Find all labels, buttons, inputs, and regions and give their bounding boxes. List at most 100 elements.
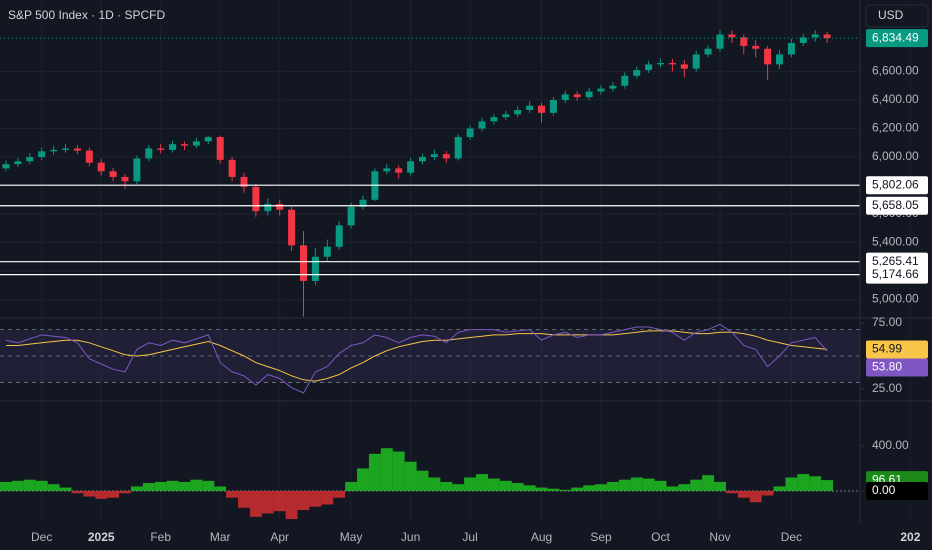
y-tick-label: 0.00	[872, 483, 896, 497]
histogram-bar	[154, 481, 167, 491]
level-label-box	[866, 176, 928, 195]
candle-body	[216, 137, 224, 160]
x-tick-label: Oct	[651, 530, 670, 544]
candle-body	[645, 64, 653, 71]
level-label: 5,265.41	[872, 254, 919, 268]
histogram-bar	[737, 490, 750, 498]
x-tick-label: Mar	[210, 530, 231, 544]
candle-body	[823, 34, 831, 39]
x-tick-label: Dec	[781, 530, 802, 544]
histogram-bar	[95, 490, 108, 499]
histogram-bar	[392, 451, 405, 491]
histogram-bar	[238, 490, 250, 508]
candle-body	[288, 209, 296, 246]
level-label-box	[866, 196, 928, 215]
histogram-bar	[654, 480, 667, 491]
candle-body	[2, 164, 10, 169]
candle-body	[264, 204, 272, 212]
histogram-bar	[130, 486, 143, 491]
candle-body	[490, 117, 498, 122]
y-tick-label: 6,200.00	[872, 121, 919, 135]
histogram-bar	[511, 483, 524, 491]
histogram-bar	[321, 490, 334, 505]
histogram-bar	[464, 477, 477, 491]
histogram-bar	[773, 486, 786, 491]
candle-body	[121, 176, 129, 182]
candle-body	[97, 162, 105, 172]
candle-body	[85, 150, 93, 163]
y-tick-label: 5,400.00	[872, 235, 919, 249]
candle-body	[454, 137, 462, 159]
histogram-bar	[725, 490, 738, 494]
level-label: 5,658.05	[872, 198, 919, 212]
histogram-bar	[261, 490, 274, 514]
candle-body	[502, 114, 510, 118]
last-price-label-box	[866, 29, 928, 48]
candle-body	[26, 157, 34, 162]
currency-box[interactable]	[865, 4, 929, 28]
candle-body	[442, 154, 450, 159]
candle-body	[538, 105, 545, 113]
histogram-bar	[249, 490, 262, 517]
y-tick-label: 6,000.00	[872, 149, 919, 163]
rsi-line	[6, 330, 828, 382]
candle-body	[62, 148, 69, 150]
candle-body	[109, 171, 117, 177]
histogram-bar	[309, 490, 322, 507]
candle-body	[573, 94, 581, 98]
candle-body	[668, 62, 676, 65]
candle-body	[300, 245, 307, 281]
histogram-bar	[285, 490, 298, 520]
histogram-bar	[345, 481, 358, 491]
histogram-bar	[666, 486, 679, 491]
histogram-bar	[606, 481, 619, 491]
histogram-bar	[202, 480, 215, 491]
candle-body	[680, 64, 688, 69]
candle-body	[323, 246, 331, 257]
candle-body	[704, 48, 712, 55]
y-tick-label: 75.00	[872, 315, 902, 329]
rsi-band	[0, 329, 860, 383]
candle-body	[50, 149, 58, 152]
histogram-bar	[821, 480, 834, 491]
y-tick-label: 6,600.00	[872, 64, 919, 78]
histogram-bar	[166, 480, 179, 491]
histogram-bar	[428, 477, 441, 491]
candle-body	[621, 75, 629, 86]
candle-body	[561, 94, 569, 101]
candle-body	[407, 161, 415, 173]
candle-body	[359, 199, 367, 207]
rsi-line	[5, 323, 828, 394]
histogram-bar	[226, 490, 239, 498]
histogram-bar	[535, 487, 548, 491]
histogram-bar	[714, 481, 726, 491]
x-tick-label: Jul	[462, 530, 477, 544]
candle-body	[181, 144, 188, 146]
candle-body	[526, 105, 534, 110]
x-tick-label: Dec	[31, 530, 52, 544]
candle-body	[799, 37, 807, 44]
histogram-bar	[583, 485, 596, 491]
candle-body	[549, 100, 557, 113]
histogram-bar	[380, 448, 393, 491]
histogram-bar	[142, 483, 155, 491]
candle-body	[787, 43, 795, 55]
histogram-bar	[190, 479, 203, 491]
y-tick-label: 5,000.00	[872, 292, 919, 306]
x-tick-label: Aug	[531, 530, 552, 544]
candle-body	[716, 34, 724, 49]
level-label-box	[866, 265, 928, 284]
candle-body	[728, 34, 736, 38]
y-tick-label: 25.00	[872, 381, 902, 395]
rsi-value-label: 54.99	[872, 342, 902, 356]
x-tick-label: Nov	[709, 530, 730, 544]
candle-body	[395, 168, 403, 173]
currency[interactable]: USD	[878, 8, 904, 22]
rsi-value-label-box	[866, 340, 928, 359]
histogram-bar	[523, 485, 536, 491]
histogram-bar	[630, 477, 643, 491]
histogram-bar	[273, 490, 286, 512]
candle-body	[466, 128, 474, 138]
